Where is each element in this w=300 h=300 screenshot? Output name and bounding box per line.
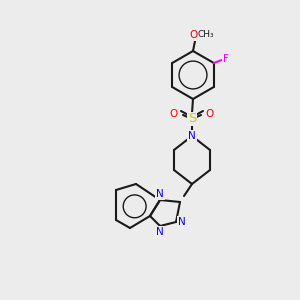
Text: O: O bbox=[206, 109, 214, 119]
Text: S: S bbox=[188, 112, 196, 125]
Text: CH₃: CH₃ bbox=[198, 30, 214, 39]
Text: F: F bbox=[223, 54, 229, 64]
Text: O: O bbox=[190, 30, 198, 40]
Text: N: N bbox=[178, 217, 186, 227]
Text: N: N bbox=[188, 131, 196, 141]
Text: O: O bbox=[170, 109, 178, 119]
Text: N: N bbox=[156, 227, 164, 237]
Text: N: N bbox=[156, 189, 164, 199]
